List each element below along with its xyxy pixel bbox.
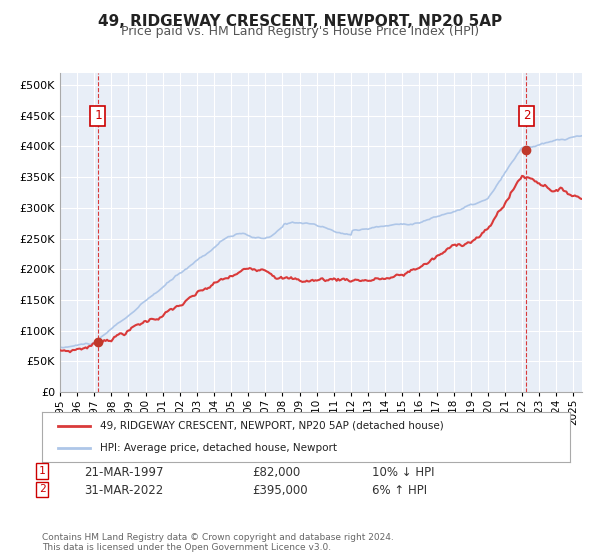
Text: £395,000: £395,000 (252, 484, 308, 497)
Text: Contains HM Land Registry data © Crown copyright and database right 2024.: Contains HM Land Registry data © Crown c… (42, 533, 394, 542)
Text: 2: 2 (523, 109, 530, 122)
Text: 49, RIDGEWAY CRESCENT, NEWPORT, NP20 5AP: 49, RIDGEWAY CRESCENT, NEWPORT, NP20 5AP (98, 14, 502, 29)
Text: 31-MAR-2022: 31-MAR-2022 (84, 484, 163, 497)
Text: 21-MAR-1997: 21-MAR-1997 (84, 466, 163, 479)
Text: 1: 1 (38, 466, 46, 476)
Text: 1: 1 (94, 109, 102, 122)
Text: 6% ↑ HPI: 6% ↑ HPI (372, 484, 427, 497)
Text: 10% ↓ HPI: 10% ↓ HPI (372, 466, 434, 479)
Text: HPI: Average price, detached house, Newport: HPI: Average price, detached house, Newp… (100, 443, 337, 453)
Text: 2: 2 (38, 484, 46, 494)
Text: This data is licensed under the Open Government Licence v3.0.: This data is licensed under the Open Gov… (42, 543, 331, 552)
Text: 49, RIDGEWAY CRESCENT, NEWPORT, NP20 5AP (detached house): 49, RIDGEWAY CRESCENT, NEWPORT, NP20 5AP… (100, 421, 444, 431)
Text: £82,000: £82,000 (252, 466, 300, 479)
Text: Price paid vs. HM Land Registry's House Price Index (HPI): Price paid vs. HM Land Registry's House … (121, 25, 479, 38)
